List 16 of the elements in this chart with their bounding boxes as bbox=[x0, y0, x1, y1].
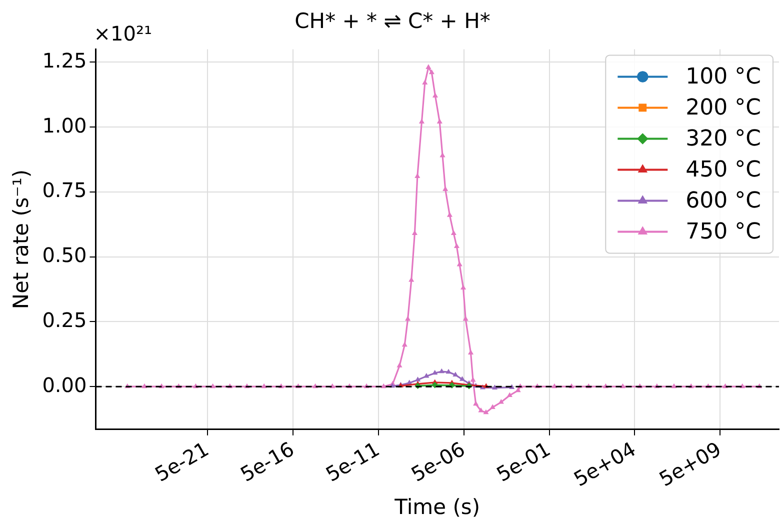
text: ×10²¹ bbox=[94, 21, 152, 46]
chart-title: CH* + * ⇌ C* + H* bbox=[294, 9, 490, 34]
y-axis-title: Net rate (s⁻¹) bbox=[9, 169, 34, 310]
x-axis-title: Time (s) bbox=[394, 494, 480, 519]
legend-label: 750 °C bbox=[686, 219, 762, 244]
y-tick-label: 1.00 bbox=[42, 113, 87, 138]
y-tick-label: 0.00 bbox=[42, 372, 87, 397]
legend-label: 600 °C bbox=[686, 188, 762, 214]
legend-label: 320 °C bbox=[686, 126, 762, 152]
legend-label: 450 °C bbox=[686, 157, 762, 182]
legend-label: 200 °C bbox=[686, 95, 762, 120]
y-tick-label: 1.25 bbox=[42, 48, 87, 72]
y-tick-label: 0.25 bbox=[42, 308, 87, 332]
y-tick-label: 0.75 bbox=[42, 178, 87, 202]
legend-label: 100 °C bbox=[686, 64, 762, 90]
y-tick-label: 0.50 bbox=[42, 243, 87, 268]
